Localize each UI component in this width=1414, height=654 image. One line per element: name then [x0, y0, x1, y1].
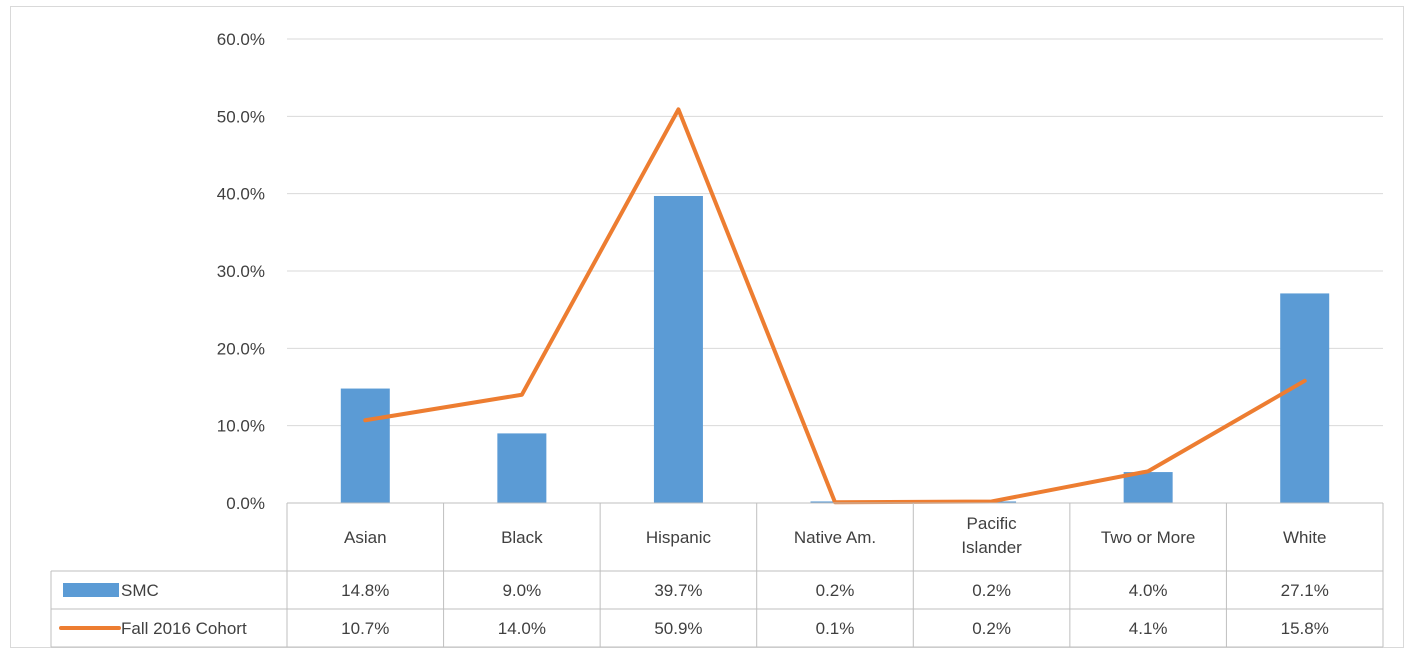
bar-two-or-more	[1123, 472, 1173, 503]
legend-label-fall-2016-cohort: Fall 2016 Cohort	[121, 619, 247, 638]
table-cell-smc-hispanic: 39.7%	[654, 581, 702, 600]
table-cell-smc-native-am: 0.2%	[816, 581, 855, 600]
category-label-white: White	[1283, 528, 1326, 547]
category-label-asian: Asian	[344, 528, 387, 547]
gridlines	[287, 38, 1383, 427]
category-label-pacific-islander-line2: Islander	[961, 538, 1022, 557]
bar-hispanic	[653, 195, 703, 503]
category-label-pacific-islander: Pacific	[967, 514, 1018, 533]
category-label-black: Black	[501, 528, 543, 547]
cohort-line	[363, 107, 1307, 505]
category-label-hispanic: Hispanic	[646, 528, 712, 547]
table-cell-fall-2016-cohort-hispanic: 50.9%	[654, 619, 702, 638]
bar-white	[1280, 293, 1330, 503]
legend-key-smc	[63, 583, 119, 597]
table-cell-fall-2016-cohort-pacific-islander: 0.2%	[972, 619, 1011, 638]
y-tick-label: 0.0%	[226, 494, 265, 513]
table-cell-smc-pacific-islander: 0.2%	[972, 581, 1011, 600]
y-tick-label: 10.0%	[217, 417, 265, 436]
y-tick-label: 60.0%	[217, 30, 265, 49]
bar-asian	[340, 388, 390, 503]
table-cell-smc-white: 27.1%	[1281, 581, 1329, 600]
table-cell-smc-asian: 14.8%	[341, 581, 389, 600]
y-tick-label: 30.0%	[217, 262, 265, 281]
table-cell-smc-black: 9.0%	[502, 581, 541, 600]
category-label-two-or-more: Two or More	[1101, 528, 1195, 547]
chart-svg: 0.0% 10.0% 20.0% 30.0% 40.0% 50.0% 60.0% Asian…	[50, 30, 1384, 648]
data-table: Asian Black Hispanic Native Am. Pacific Islan…	[50, 502, 1384, 648]
y-tick-label: 20.0%	[217, 339, 265, 358]
bar-black	[497, 433, 547, 503]
table-cell-fall-2016-cohort-two-or-more: 4.1%	[1129, 619, 1168, 638]
y-tick-label: 50.0%	[217, 107, 265, 126]
table-cell-fall-2016-cohort-asian: 10.7%	[341, 619, 389, 638]
table-cell-fall-2016-cohort-black: 14.0%	[498, 619, 546, 638]
chart-frame: 0.0% 10.0% 20.0% 30.0% 40.0% 50.0% 60.0% Asian…	[10, 6, 1404, 648]
legend-label-smc: SMC	[121, 581, 159, 600]
table-cell-smc-two-or-more: 4.0%	[1129, 581, 1168, 600]
y-tick-label: 40.0%	[217, 185, 265, 204]
table-cell-fall-2016-cohort-native-am: 0.1%	[816, 619, 855, 638]
category-label-native-am: Native Am.	[794, 528, 876, 547]
y-axis-tick-labels: 0.0% 10.0% 20.0% 30.0% 40.0% 50.0% 60.0%	[217, 30, 265, 513]
table-cell-fall-2016-cohort-white: 15.8%	[1281, 619, 1329, 638]
smc-bars	[340, 195, 1330, 503]
